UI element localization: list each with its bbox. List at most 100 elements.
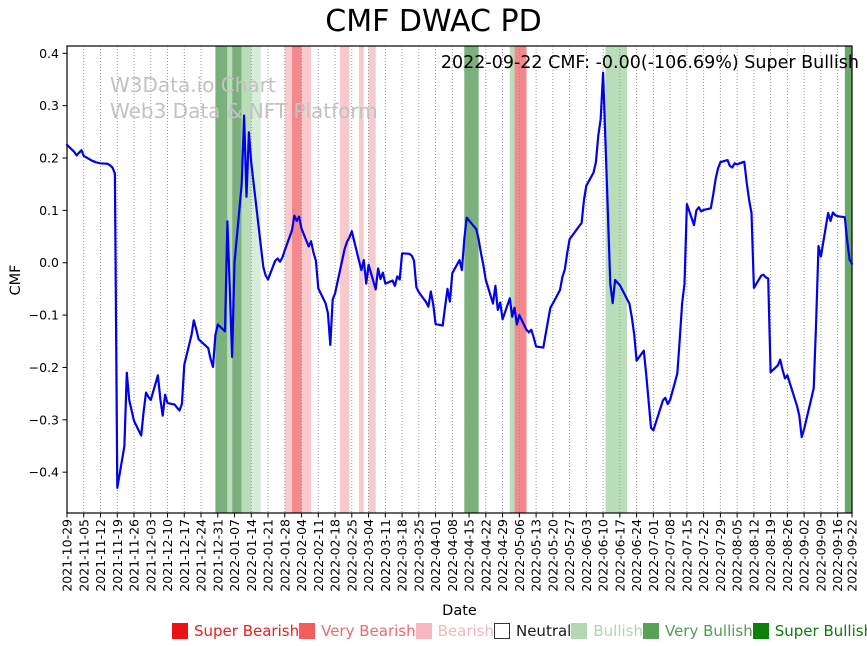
sentiment-band-bearish [339, 46, 350, 513]
x-tick-label: 2022-07-08 [663, 519, 678, 592]
legend-item-neutral: Neutral [493, 622, 572, 640]
sentiment-band-very_bullish [232, 46, 242, 513]
watermark-line2: Web3 Data & NFT Platform [110, 99, 378, 123]
chart-title: CMF DWAC PD [325, 4, 542, 39]
sentiment-band-bearish [358, 46, 364, 513]
legend-item-bearish: Bearish [415, 622, 494, 640]
x-tick-label: 2022-04-01 [428, 519, 443, 592]
legend-item-super-bearish: Super Bearish [172, 622, 299, 640]
x-tick-label: 2021-11-26 [127, 519, 142, 592]
x-tick-label: 2022-06-10 [596, 519, 611, 592]
legend-item-very-bearish: Very Bearish [299, 622, 416, 640]
legend-label: Neutral [515, 622, 572, 640]
x-tick-label: 2022-03-04 [361, 519, 376, 592]
y-tick-label: 0.3 [39, 98, 59, 113]
legend-swatch-icon [642, 623, 659, 639]
x-tick-label: 2022-01-21 [261, 519, 276, 592]
x-tick-label: 2022-09-22 [845, 519, 860, 592]
x-axis-label: Date [442, 603, 477, 619]
legend-item-very-bullish: Very Bullish [642, 622, 753, 640]
legend-item-bullish: Bullish [571, 622, 643, 640]
x-tick-label: 2022-06-17 [612, 519, 627, 592]
x-tick-label: 2021-11-12 [93, 519, 108, 592]
x-tick-label: 2022-01-14 [244, 519, 259, 592]
x-tick-label: 2022-05-20 [545, 519, 560, 592]
x-tick-label: 2022-08-05 [730, 519, 745, 592]
x-tick-label: 2022-03-25 [411, 519, 426, 592]
sentiment-band-bearish [284, 46, 292, 513]
x-tick-label: 2022-07-15 [679, 519, 694, 592]
legend-label: Very Bearish [321, 622, 416, 640]
x-tick-label: 2022-02-18 [328, 519, 343, 592]
legend-label: Super Bearish [194, 622, 300, 640]
sentiment-band-very_bearish [291, 46, 302, 513]
y-tick-label: 0.4 [39, 46, 59, 61]
legend-label: Super Bullish [774, 622, 867, 640]
legend-label: Bullish [593, 622, 643, 640]
legend-label: Very Bullish [664, 622, 753, 640]
sentiment-band-very_bearish [514, 46, 527, 513]
sentiment-band-bullish [509, 46, 515, 513]
legend-swatch-icon [493, 623, 510, 639]
sentiment-band-bullish [241, 46, 252, 513]
cmf-line [65, 71, 854, 489]
x-tick-label: 2022-05-27 [562, 519, 577, 592]
x-tick-label: 2021-12-03 [143, 519, 158, 592]
x-tick-label: 2022-01-07 [227, 519, 242, 592]
legend-label: Bearish [437, 622, 494, 640]
x-tick-label: 2022-04-08 [445, 519, 460, 592]
x-tick-label: 2022-03-18 [395, 519, 410, 592]
watermark-line1: W3Data.io Chart [110, 73, 276, 97]
legend-swatch-icon [172, 623, 188, 639]
x-tick-label: 2022-07-22 [696, 519, 711, 592]
x-tick-label: 2021-11-19 [110, 519, 125, 592]
x-tick-label: 2022-05-06 [512, 519, 527, 592]
x-tick-label: 2022-06-24 [629, 519, 644, 592]
x-tick-label: 2022-07-29 [713, 519, 728, 592]
sentiment-band-bearish [301, 46, 312, 513]
x-tick-label: 2022-07-01 [646, 519, 661, 592]
x-tick-label: 2022-08-12 [746, 519, 761, 592]
x-tick-label: 2022-08-26 [780, 519, 795, 592]
x-tick-label: 2022-09-16 [830, 519, 845, 592]
x-tick-label: 2021-10-29 [60, 519, 75, 592]
x-tick-label: 2022-02-25 [344, 519, 359, 592]
y-tick-label: 0.0 [39, 255, 59, 270]
y-tick-label: −0.4 [29, 465, 59, 480]
sentiment-band-very_bullish [215, 46, 228, 513]
x-tick-label: 2022-04-15 [462, 519, 477, 592]
x-tick-label: 2022-09-09 [813, 519, 828, 592]
x-tick-label: 2021-11-05 [76, 519, 91, 592]
sentiment-band-bullish [605, 46, 628, 513]
x-tick-label: 2022-03-11 [378, 519, 393, 592]
x-tick-label: 2021-12-31 [210, 519, 225, 592]
sentiment-legend: Super Bearish Very Bearish Bearish Neutral B… [172, 622, 867, 640]
x-tick-label: 2022-02-04 [294, 519, 309, 592]
y-tick-label: −0.1 [29, 308, 59, 323]
latest-value-annotation: 2022-09-22 CMF: -0.00(-106.69%) Super Bu… [440, 53, 859, 73]
x-tick-label: 2022-02-11 [311, 519, 326, 592]
x-tick-label: 2021-12-24 [194, 519, 209, 592]
plot-frame [66, 45, 853, 514]
y-tick-label: 0.2 [39, 151, 59, 166]
sentiment-band-very_bullish [464, 46, 479, 513]
x-tick-label: 2022-08-19 [763, 519, 778, 592]
watermark: W3Data.io Chart Web3 Data & NFT Platform [110, 72, 378, 124]
x-tick-label: 2022-04-22 [478, 519, 493, 592]
x-tick-label: 2022-04-29 [495, 519, 510, 592]
legend-item-super-bullish: Super Bullish [752, 622, 867, 640]
x-tick-label: 2021-12-17 [177, 519, 192, 592]
legend-swatch-icon [415, 623, 432, 639]
legend-swatch-icon [571, 623, 588, 639]
y-tick-label: −0.3 [29, 412, 59, 427]
x-tick-label: 2021-12-10 [160, 519, 175, 592]
legend-swatch-icon [299, 623, 316, 639]
sentiment-band-bullish_pale [251, 46, 261, 513]
x-tick-label: 2022-06-03 [579, 519, 594, 592]
legend-swatch-icon [752, 623, 769, 639]
x-tick-label: 2022-01-28 [277, 519, 292, 592]
sentiment-band-super_bullish [844, 46, 852, 513]
y-tick-label: −0.2 [29, 360, 59, 375]
